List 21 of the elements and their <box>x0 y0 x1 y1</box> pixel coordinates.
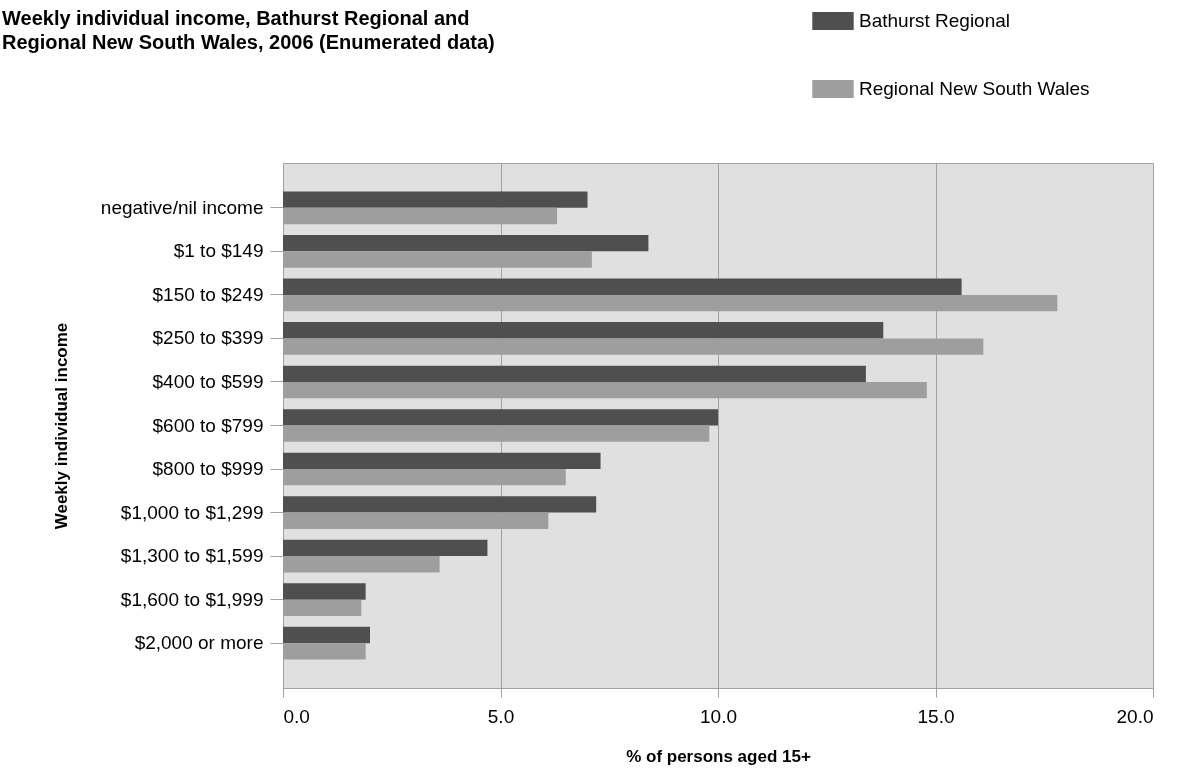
legend-label: Bathurst Regional <box>859 10 1011 31</box>
y-tick-label: $2,000 or more <box>134 632 264 654</box>
y-tick-label: $400 to $599 <box>152 370 264 392</box>
x-tick-label: 15.0 <box>917 705 955 727</box>
x-axis-title: % of persons aged 15+ <box>626 746 811 766</box>
y-tick-label: $1,600 to $1,999 <box>120 588 264 610</box>
x-tick-label: 0.0 <box>283 705 310 727</box>
y-tick-label: $250 to $399 <box>152 327 264 349</box>
y-tick-label: $800 to $999 <box>152 458 264 480</box>
y-tick-label: $150 to $249 <box>152 283 264 305</box>
chart-title: Weekly individual income, Bathurst Regional and Regional New South Wales, 2006 (Enumerated data) <box>2 7 495 53</box>
legend-label: Regional New South Wales <box>859 78 1090 99</box>
x-tick-label: 20.0 <box>1116 705 1154 727</box>
y-tick-label: $1,300 to $1,599 <box>120 545 264 567</box>
y-tick-label: $600 to $799 <box>152 414 264 436</box>
x-tick-label: 10.0 <box>700 705 737 727</box>
y-tick-label: negative/nil income <box>100 196 264 218</box>
y-axis-title: Weekly individual income <box>51 322 71 530</box>
x-tick-label: 5.0 <box>487 705 515 727</box>
y-tick-label: $1,000 to $1,299 <box>120 501 264 523</box>
y-tick-label: $1 to $149 <box>173 240 264 262</box>
